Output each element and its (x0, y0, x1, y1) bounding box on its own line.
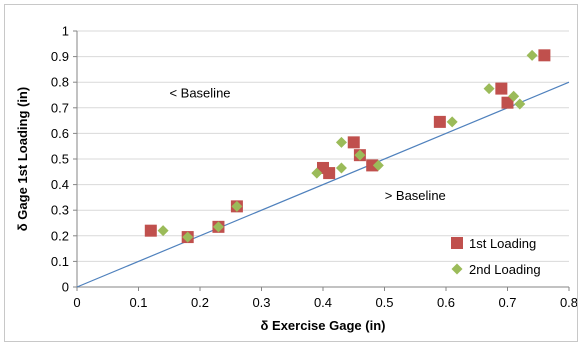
data-point-2nd-loading (526, 49, 538, 61)
x-tick-label: 0.6 (437, 295, 455, 310)
y-tick-label: 0.1 (51, 254, 69, 269)
data-point-2nd-loading (231, 200, 243, 212)
data-point-1st-loading (347, 136, 360, 149)
data-point-2nd-loading (372, 159, 384, 171)
data-point-2nd-loading (508, 90, 520, 102)
x-tick-label: 0.4 (314, 295, 332, 310)
data-point-1st-loading (501, 96, 514, 109)
legend-label: 2nd Loading (469, 262, 541, 277)
annotation-label: > Baseline (385, 188, 446, 203)
data-point-2nd-loading (335, 162, 347, 174)
data-point-1st-loading (495, 82, 508, 95)
x-tick-label: 0.8 (560, 295, 577, 310)
data-point-2nd-loading (182, 231, 194, 243)
y-tick-label: 0.8 (51, 75, 69, 90)
data-point-1st-loading (366, 159, 379, 172)
x-tick-label: 0.3 (252, 295, 270, 310)
scatter-chart: 0 0.1 0.2 0.3 0.4 0.5 0.6 0.7 0.8 0.9 1 0 0.1 0.2 0.3 0… (15, 24, 578, 334)
chart-frame: 0 0.1 0.2 0.3 0.4 0.5 0.6 0.7 0.8 0.9 1 0 0.1 0.2 0.3 0… (4, 4, 578, 342)
y-tick-label: 0.9 (51, 49, 69, 64)
x-tick-label: 0.7 (498, 295, 516, 310)
y-tick-label: 1 (62, 24, 69, 39)
data-point-2nd-loading (514, 98, 526, 110)
data-point-1st-loading (323, 167, 336, 180)
data-point-2nd-loading (212, 221, 224, 233)
legend-marker-2nd-loading (451, 263, 463, 275)
y-tick-label: 0.3 (51, 203, 69, 218)
legend-label: 1st Loading (469, 236, 536, 251)
x-tick-label: 0 (73, 295, 80, 310)
y-tick-label: 0 (62, 280, 69, 295)
data-point-1st-loading (433, 115, 446, 128)
x-tick-label: 0.5 (375, 295, 393, 310)
y-axis-title: δ Gage 1st Loading (in) (15, 87, 30, 231)
y-tick-label: 0.7 (51, 100, 69, 115)
x-tick-label: 0.1 (129, 295, 147, 310)
y-tick-label: 0.2 (51, 228, 69, 243)
y-tick-label: 0.6 (51, 126, 69, 141)
baseline-reference-line (76, 81, 570, 288)
data-point-2nd-loading (311, 167, 323, 179)
y-tick-label: 0.5 (51, 152, 69, 167)
x-axis-title: δ Exercise Gage (in) (261, 318, 386, 333)
data-point-2nd-loading (157, 225, 169, 237)
data-point-2nd-loading (446, 116, 458, 128)
legend-marker-1st-loading (451, 237, 463, 249)
data-point-2nd-loading (483, 83, 495, 95)
data-point-2nd-loading (354, 149, 366, 161)
data-point-2nd-loading (335, 136, 347, 148)
x-tick-label: 0.2 (191, 295, 209, 310)
y-tick-label: 0.4 (51, 177, 69, 192)
data-point-1st-loading (538, 49, 551, 62)
data-point-1st-loading (144, 224, 157, 237)
annotation-label: < Baseline (169, 86, 230, 101)
